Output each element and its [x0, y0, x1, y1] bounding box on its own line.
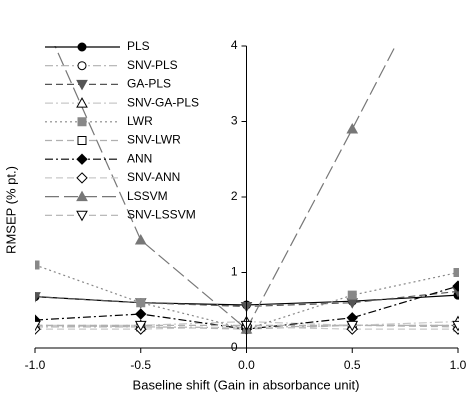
legend-label: LWR — [127, 114, 153, 128]
x-axis-title: Baseline shift (Gain in absorbance unit) — [133, 377, 360, 392]
marker — [453, 268, 459, 277]
marker — [134, 320, 147, 332]
marker — [135, 308, 147, 320]
legend-marker — [76, 153, 88, 165]
legend-marker — [77, 117, 87, 127]
legend-marker — [76, 97, 88, 108]
marker — [136, 298, 146, 308]
marker — [346, 123, 359, 134]
marker — [452, 320, 459, 332]
legend-label: SNV-ANN — [127, 170, 180, 184]
x-tick-label: -0.5 — [130, 358, 151, 372]
x-tick-label: 0.5 — [344, 358, 361, 372]
marker — [35, 260, 40, 270]
marker — [35, 292, 41, 303]
y-tick-label: 3 — [231, 114, 238, 128]
plot-area — [30, 0, 459, 335]
legend-marker — [77, 136, 87, 145]
marker — [35, 320, 41, 332]
y-tick-label: 0 — [231, 340, 238, 354]
y-axis-title: RMSEP (% pt.) — [3, 166, 18, 254]
legend-label: SNV-GA-PLS — [127, 95, 199, 109]
x-tick-label: 1.0 — [450, 358, 467, 372]
legend-label: SNV-PLS — [127, 58, 178, 72]
y-tick-label: 1 — [231, 265, 238, 279]
marker — [347, 290, 357, 300]
legend-marker — [76, 210, 88, 222]
legend-label: PLS — [127, 39, 150, 53]
marker — [134, 234, 147, 245]
x-tick-label: 0.0 — [238, 358, 255, 372]
marker — [452, 280, 459, 292]
y-tick-label: 4 — [231, 38, 238, 52]
legend-marker — [76, 190, 88, 202]
legend-marker — [76, 172, 88, 184]
x-tick-label: -1.0 — [25, 358, 46, 372]
legend-label: ANN — [127, 151, 152, 165]
legend-label: GA-PLS — [127, 77, 171, 91]
legend: PLS SNV-PLS GA-PLS SNV-GA-PLS LWR SNV-LWR ANN S… — [45, 39, 199, 221]
legend-label: LSSVM — [127, 189, 168, 203]
marker — [346, 320, 359, 332]
legend-marker — [76, 79, 88, 91]
legend-marker — [77, 42, 87, 52]
legend-label: SNV-LSSVM — [127, 207, 196, 221]
y-tick-label: 2 — [231, 189, 238, 203]
legend-label: SNV-LWR — [127, 133, 181, 147]
legend-marker — [77, 61, 87, 71]
marker — [30, 0, 40, 5]
